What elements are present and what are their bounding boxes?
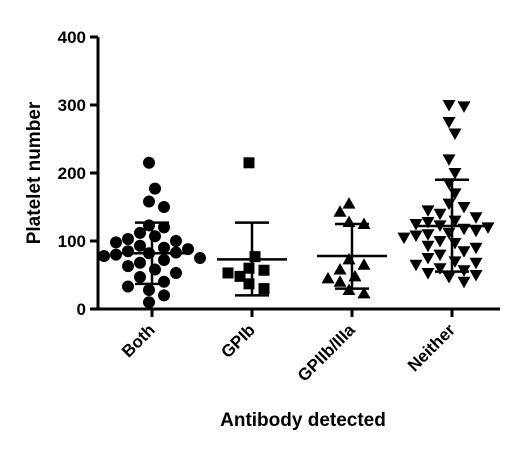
data-point-triangle-up: [333, 263, 347, 275]
data-point-triangle-down: [421, 267, 435, 280]
y-tick-label: 200: [58, 164, 86, 183]
data-point-circle: [134, 271, 146, 284]
data-point-triangle-down: [448, 188, 462, 200]
data-point-circle: [143, 195, 155, 208]
data-point-circle: [158, 254, 170, 267]
data-point-triangle-up: [321, 271, 335, 284]
data-point-circle: [122, 260, 134, 273]
data-point-square: [222, 267, 234, 279]
data-points: [98, 100, 495, 309]
data-point-triangle-down: [433, 263, 447, 275]
data-point-triangle-down: [421, 240, 435, 253]
data-point-triangle-down: [442, 198, 456, 211]
data-point-circle: [158, 221, 170, 234]
data-point-circle: [143, 156, 155, 169]
data-point-triangle-down: [469, 257, 483, 270]
x-axis: Both GPIb GPIIb/IIIa Neither: [98, 307, 500, 385]
y-tick-label: 300: [58, 96, 86, 115]
data-point-circle: [158, 289, 170, 302]
data-point-triangle-down: [457, 202, 471, 214]
data-point-circle: [170, 235, 182, 247]
data-point-circle: [122, 245, 134, 258]
data-point-triangle-down: [442, 154, 456, 166]
data-point-triangle-down: [457, 276, 471, 289]
data-point-circle: [158, 275, 170, 288]
x-tick-label: Both: [118, 320, 159, 361]
mean-sd-bars: [117, 178, 487, 297]
data-point-circle: [134, 226, 146, 239]
data-point-triangle-up: [357, 258, 371, 270]
data-point-triangle-up: [348, 269, 362, 282]
data-point-circle: [110, 236, 122, 249]
data-point-triangle-down: [433, 236, 447, 248]
data-point-triangle-up: [342, 197, 356, 209]
data-point-triangle-down: [469, 225, 483, 238]
data-point-triangle-down: [457, 246, 471, 258]
data-point-circle: [122, 232, 134, 245]
data-point-triangle-up: [333, 205, 347, 217]
data-point-circle: [158, 201, 170, 213]
data-point-triangle-down: [409, 219, 423, 231]
data-point-square: [258, 264, 270, 276]
y-axis-title: Platelet number: [24, 101, 45, 244]
data-point-triangle-down: [442, 117, 456, 129]
data-point-triangle-down: [421, 216, 435, 229]
data-point-triangle-down: [481, 222, 495, 234]
data-point-circle: [158, 241, 170, 254]
data-point-triangle-down: [448, 128, 462, 141]
data-point-circle: [143, 296, 155, 309]
data-point-square: [249, 251, 261, 263]
data-point-square: [258, 283, 270, 295]
y-tick-label: 0: [77, 300, 86, 319]
data-point-triangle-down: [421, 229, 435, 241]
y-tick-label: 400: [58, 28, 86, 47]
x-tick-label: Neither: [404, 320, 459, 375]
data-point-triangle-down: [397, 232, 411, 245]
data-point-square: [243, 157, 255, 169]
data-point-circle: [122, 280, 134, 293]
data-point-square: [243, 262, 255, 274]
data-point-circle: [194, 252, 206, 264]
data-point-triangle-down: [442, 272, 456, 284]
y-tick-label: 100: [58, 232, 86, 251]
data-point-circle: [98, 249, 110, 262]
data-point-triangle-down: [469, 212, 483, 224]
data-point-triangle-down: [442, 100, 456, 112]
data-point-circle: [110, 248, 122, 261]
data-point-circle: [134, 256, 146, 269]
data-point-square: [243, 278, 255, 290]
x-tick-label: GPIb: [217, 320, 258, 361]
data-point-triangle-down: [433, 249, 447, 262]
data-point-circle: [134, 239, 146, 252]
x-axis-title: Antibody detected: [220, 410, 386, 431]
data-point-triangle-up: [357, 286, 371, 299]
data-point-circle: [170, 266, 182, 279]
data-point-triangle-down: [409, 230, 423, 243]
data-point-circle: [149, 182, 161, 195]
data-point-triangle-down: [457, 101, 471, 113]
data-point-triangle-down: [409, 259, 423, 272]
x-tick-label: GPIIb/IIIa: [294, 320, 359, 385]
data-point-triangle-down: [421, 205, 435, 217]
data-point-triangle-up: [342, 252, 356, 265]
data-point-triangle-down: [421, 253, 435, 265]
data-point-triangle-down: [469, 242, 483, 255]
data-point-circle: [143, 283, 155, 296]
data-point-triangle-down: [448, 168, 462, 180]
data-point-triangle-up: [333, 275, 347, 287]
data-point-square: [234, 270, 246, 282]
data-point-triangle-down: [433, 208, 447, 221]
data-point-triangle-down: [469, 270, 483, 282]
y-axis: 0 100 200 300 400: [58, 28, 100, 319]
